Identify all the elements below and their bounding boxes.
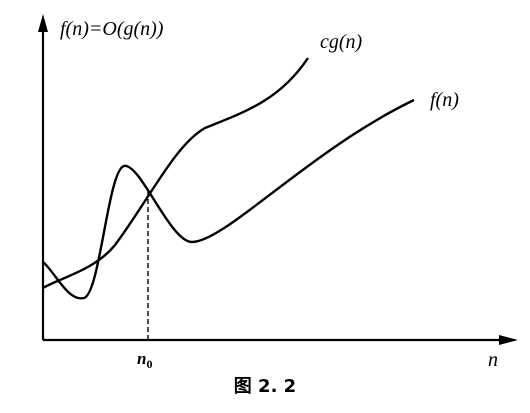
diagram-title: f(n)=O(g(n)) [60, 18, 164, 40]
cg-n-label: cg(n) [320, 31, 363, 53]
figure-caption: 图 2. 2 [233, 376, 297, 397]
f-n-curve [42, 98, 415, 300]
y-axis-arrowhead [38, 14, 48, 32]
f-n-label: f(n) [430, 89, 459, 111]
n0-label: n0 [137, 349, 152, 371]
n0-label-text: n [137, 349, 146, 368]
cg-n-curve [42, 57, 309, 290]
x-axis-label: n [488, 349, 498, 371]
x-axis-arrowhead [499, 335, 518, 345]
